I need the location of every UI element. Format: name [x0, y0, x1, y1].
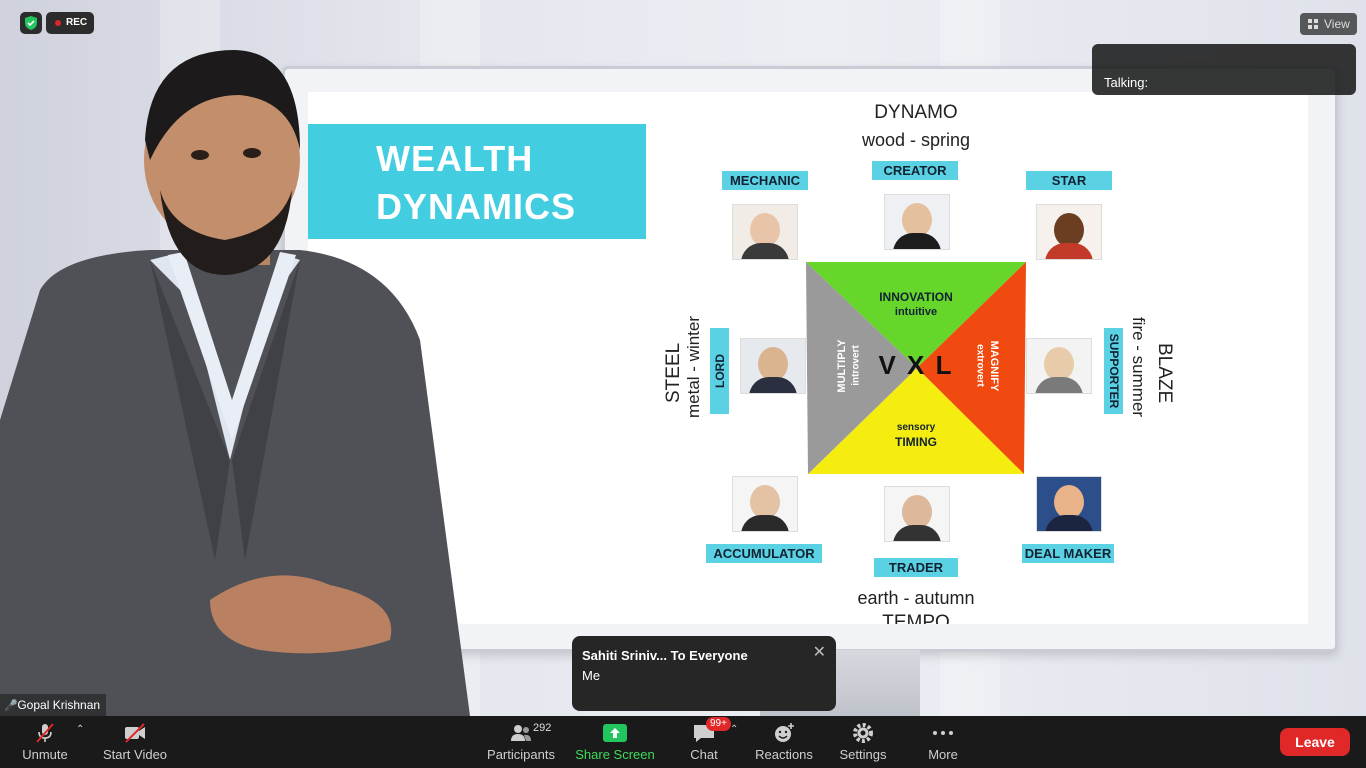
profile-accumulator: ACCUMULATOR [706, 544, 822, 563]
dynamo-label: DYNAMO [874, 102, 958, 123]
start-video-label: Start Video [102, 747, 168, 762]
profile-star: STAR [1026, 171, 1112, 190]
chat-label: Chat [690, 747, 718, 762]
presenter-video [0, 50, 470, 716]
magnify-quadrant [917, 262, 1026, 474]
close-icon[interactable]: ✕ [812, 644, 826, 661]
magnify-label: MAGNIFY [988, 340, 1000, 392]
participants-count: 292 [533, 722, 552, 734]
profile-supporter: SUPPORTER [1104, 328, 1123, 414]
start-video-button[interactable]: Start Video [98, 716, 172, 768]
multiply-quadrant [806, 262, 917, 474]
photo-star [1036, 204, 1102, 260]
reactions-button[interactable]: Reactions [752, 716, 816, 768]
tempo-sub: earth - autumn [857, 588, 975, 608]
more-dots-icon [933, 731, 953, 735]
view-button-label: View [1324, 17, 1350, 31]
view-button[interactable]: View [1300, 13, 1357, 35]
recording-indicator[interactable]: REC [46, 12, 94, 34]
participants-button[interactable]: Participants [484, 716, 558, 768]
profile-deal-maker: DEAL MAKER [1022, 544, 1114, 563]
mic-icon: 🎤 [4, 700, 18, 712]
video-camera-off-icon [125, 723, 145, 743]
introvert-label: introvert [850, 345, 862, 386]
timing-quadrant [808, 368, 1024, 474]
participant-name: Gopal Krishnan [17, 698, 101, 712]
chat-notification[interactable]: Sahiti Sriniv... To Everyone Me ✕ [572, 636, 836, 711]
reactions-smiley-icon [775, 723, 794, 742]
profile-lord: LORD [710, 328, 729, 414]
multiply-label: MULTIPLY [836, 339, 848, 393]
share-screen-button[interactable]: Share Screen [574, 716, 656, 768]
gear-icon [853, 723, 873, 743]
timing-label: TIMING [895, 435, 937, 449]
vxl-label: V X L [878, 350, 954, 380]
extrovert-label: extrovert [974, 344, 986, 387]
sensory-label: sensory [896, 422, 936, 433]
intuitive-label: intuitive [894, 306, 938, 318]
blaze-label: BLAZE [1154, 343, 1175, 404]
innovation-label: INNOVATION [879, 290, 953, 304]
chat-options-chevron-up-icon[interactable]: ⌃ [730, 724, 739, 735]
profile-supporter-text: SUPPORTER [1106, 333, 1121, 409]
share-screen-icon [603, 724, 627, 742]
security-shield-icon[interactable] [20, 12, 42, 34]
profile-creator: CREATOR [872, 161, 958, 180]
photo-creator [884, 194, 950, 250]
share-screen-label: Share Screen [575, 747, 655, 762]
chat-unread-badge: 99+ [706, 717, 731, 731]
grid-view-icon [1308, 19, 1318, 29]
leave-button[interactable]: Leave [1280, 728, 1350, 756]
steel-label: STEEL [663, 342, 684, 403]
dynamo-sub: wood - spring [861, 130, 971, 150]
slide-title-box: WEALTH DYNAMICS [308, 124, 646, 239]
video-stage: WEALTH DYNAMICS DYNAMO wood - spring ear… [0, 0, 1366, 716]
settings-button[interactable]: Settings [834, 716, 892, 768]
reactions-label: Reactions [755, 747, 813, 762]
audio-options-chevron-up-icon[interactable]: ⌃ [76, 724, 85, 735]
presentation-slide: WEALTH DYNAMICS DYNAMO wood - spring ear… [308, 92, 1308, 624]
chat-sender: Sahiti Sriniv... To Everyone [582, 648, 748, 663]
unmute-label: Unmute [22, 747, 68, 762]
chat-message: Me [582, 668, 601, 683]
microphone-muted-icon [36, 723, 54, 743]
participants-label: Participants [487, 747, 555, 762]
photo-mechanic [732, 204, 798, 260]
profile-trader: TRADER [874, 558, 958, 577]
slide-title-line2: DYNAMICS [376, 186, 577, 227]
more-label: More [928, 747, 958, 762]
profile-mechanic: MECHANIC [722, 171, 808, 190]
photo-trader [884, 486, 950, 542]
steel-sub: metal - winter [684, 315, 703, 419]
wealth-quadrant-diagram [806, 262, 1026, 474]
unmute-button[interactable]: Unmute [10, 716, 80, 768]
more-button[interactable]: More [918, 716, 968, 768]
participants-icon [511, 725, 531, 741]
photo-supporter [1026, 338, 1092, 394]
blaze-sub: fire - summer [1129, 316, 1148, 418]
meeting-toolbar: Unmute ⌃ Start Video Participants 292 Sh… [0, 716, 1366, 768]
profile-lord-text: LORD [712, 354, 727, 388]
tempo-label: TEMPO [882, 612, 950, 624]
settings-label: Settings [839, 747, 887, 762]
slide-title-line1: WEALTH [376, 138, 534, 179]
photo-accumulator [732, 476, 798, 532]
photo-deal-maker [1036, 476, 1102, 532]
participant-name-tag: 🎤 Gopal Krishnan [0, 694, 107, 716]
photo-lord [740, 338, 806, 394]
innovation-quadrant [806, 262, 1026, 368]
talking-indicator: Talking: [1092, 44, 1356, 95]
